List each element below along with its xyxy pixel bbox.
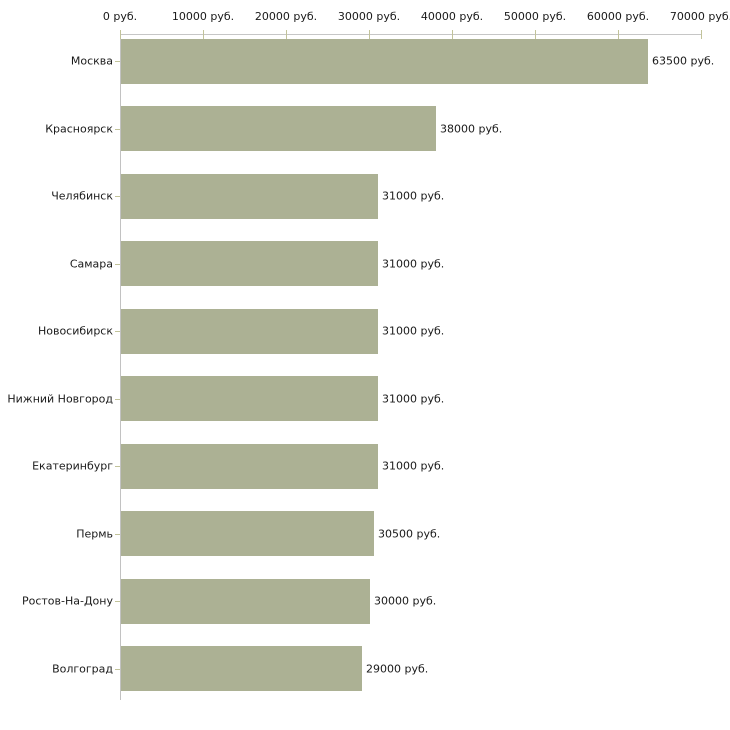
bar-value-label: 31000 руб. <box>382 257 445 270</box>
x-tick-label: 60000 руб. <box>586 10 650 23</box>
y-axis-label: Челябинск <box>51 189 113 203</box>
y-tick-mark <box>115 399 120 400</box>
bar <box>121 578 370 624</box>
x-axis-line <box>120 34 701 35</box>
bar <box>121 173 378 219</box>
x-tick-mark <box>120 30 121 39</box>
bar-value-label: 31000 руб. <box>382 324 445 338</box>
y-tick-mark <box>115 601 120 602</box>
x-tick-mark <box>701 30 702 39</box>
bar-value-label: 30500 руб. <box>378 527 441 540</box>
bar-value-label: 31000 руб. <box>382 189 445 203</box>
x-tick-label: 70000 руб. <box>669 10 730 23</box>
bar <box>121 443 378 489</box>
y-axis-label: Новосибирск <box>37 324 113 338</box>
bar-value-label: 30000 руб. <box>374 594 437 608</box>
x-tick-mark <box>618 30 619 39</box>
y-axis-label: Самара <box>69 257 113 270</box>
x-tick-label: 10000 руб. <box>171 10 235 23</box>
y-tick-mark <box>115 669 120 670</box>
bar <box>121 38 648 84</box>
y-axis-label: Волгоград <box>52 662 113 675</box>
y-tick-mark <box>115 264 120 265</box>
bar-value-label: 31000 руб. <box>382 392 445 405</box>
y-tick-mark <box>115 466 120 467</box>
x-tick-label: 50000 руб. <box>503 10 567 23</box>
y-tick-mark <box>115 61 120 62</box>
x-tick-mark <box>286 30 287 39</box>
y-axis-label: Красноярск <box>45 122 113 135</box>
bar-value-label: 29000 руб. <box>366 662 429 675</box>
x-tick-mark <box>369 30 370 39</box>
y-axis-label: Нижний Новгород <box>7 392 113 405</box>
bar <box>121 646 362 691</box>
x-tick-label: 30000 руб. <box>337 10 401 23</box>
bar <box>121 106 436 151</box>
y-axis-line <box>120 34 121 700</box>
y-axis-label: Москва <box>70 54 113 68</box>
x-tick-mark <box>203 30 204 39</box>
x-tick-label: 20000 руб. <box>254 10 318 23</box>
y-tick-mark <box>115 534 120 535</box>
y-axis-label: Екатеринбург <box>32 459 113 473</box>
x-tick-mark <box>452 30 453 39</box>
bar <box>121 308 378 354</box>
x-tick-label: 0 руб. <box>102 10 138 23</box>
bar-value-label: 38000 руб. <box>440 122 503 135</box>
y-tick-mark <box>115 129 120 130</box>
x-tick-label: 40000 руб. <box>420 10 484 23</box>
bar <box>121 241 378 286</box>
y-axis-label: Ростов-На-Дону <box>21 594 113 608</box>
x-tick-mark <box>535 30 536 39</box>
bar <box>121 376 378 421</box>
bar-value-label: 31000 руб. <box>382 459 445 473</box>
bar-value-label: 63500 руб. <box>652 54 715 68</box>
y-tick-mark <box>115 331 120 332</box>
bar <box>121 511 374 556</box>
y-tick-mark <box>115 196 120 197</box>
y-axis-label: Пермь <box>76 527 113 540</box>
